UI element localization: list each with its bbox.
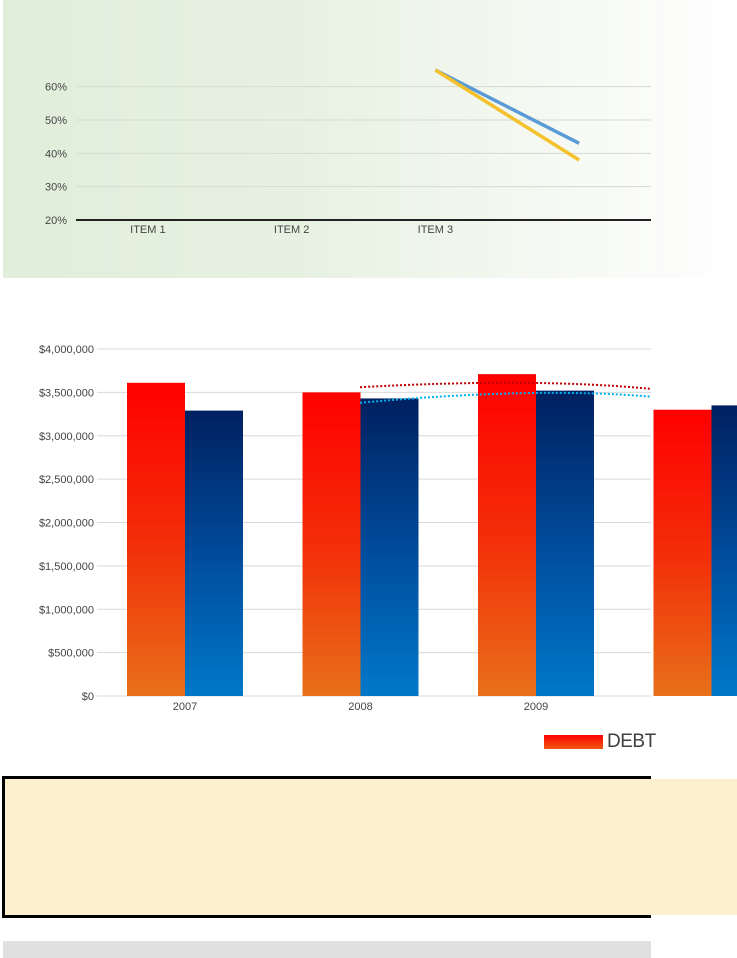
bar-series-1-2008 (302, 392, 361, 696)
bar-chart-bars (127, 374, 737, 696)
bar-series-2-next (711, 405, 737, 696)
bar-y-tick-label: $1,500,000 (39, 561, 94, 573)
bar-series-2-2009 (536, 390, 594, 696)
line-chart-grid (76, 86, 651, 188)
trendline-2 (359, 391, 652, 404)
line-y-tick-label: 20% (45, 215, 67, 227)
bar-chart-x-ticks: 2007 2008 2009 (173, 701, 548, 713)
bar-series-2-2007 (185, 410, 243, 696)
line-x-tick-label: ITEM 2 (274, 224, 309, 236)
bar-y-tick-label: $2,000,000 (39, 518, 94, 530)
note-box (2, 776, 651, 918)
line-y-tick-label: 40% (45, 148, 67, 160)
bar-series-1-2009 (478, 374, 536, 696)
bar-x-tick-label: 2007 (173, 701, 197, 713)
bar-y-tick-label: $500,000 (48, 648, 94, 660)
bar-chart-y-ticks: $0 $500,000 $1,000,000 $1,500,000 $2,000,000… (39, 344, 94, 703)
line-y-tick-label: 60% (45, 82, 67, 94)
bar-y-tick-label: $3,500,000 (39, 387, 94, 399)
bar-chart: $0 $500,000 $1,000,000 $1,500,000 $2,000,000… (39, 344, 737, 713)
bar-x-tick-label: 2008 (348, 701, 372, 713)
bar-chart-legend: DEBT (544, 731, 656, 753)
bar-y-tick-label: $4,000,000 (39, 344, 94, 356)
line-chart-y-ticks: 20% 30% 40% 50% 60% (45, 82, 67, 227)
bar-y-tick-label: $1,000,000 (39, 604, 94, 616)
legend-label-debt: DEBT (607, 731, 656, 752)
bar-series-1-2007 (127, 382, 185, 696)
line-x-tick-label: ITEM 1 (130, 224, 165, 236)
line-series-2 (434, 68, 581, 162)
line-x-tick-label: ITEM 3 (418, 224, 453, 236)
line-y-tick-label: 50% (45, 115, 67, 127)
legend-swatch-debt (544, 735, 603, 749)
line-chart-panel-edge (657, 0, 737, 278)
line-chart: 20% 30% 40% 50% 60% ITEM 1 ITEM 2 ITEM 3 (45, 68, 651, 236)
line-chart-x-ticks: ITEM 1 ITEM 2 ITEM 3 (130, 224, 453, 236)
trendline-1 (359, 381, 652, 390)
bar-y-tick-label: $3,000,000 (39, 431, 94, 443)
bar-x-tick-label: 2009 (524, 701, 548, 713)
footer-bar (3, 941, 651, 958)
bar-chart-trendlines (359, 381, 652, 404)
note-box-extension (651, 779, 737, 915)
bar-series-1-next (653, 409, 712, 696)
bar-y-tick-label: $0 (82, 691, 94, 703)
line-chart-series (434, 68, 581, 162)
line-y-tick-label: 30% (45, 182, 67, 194)
bar-series-2-2008 (360, 398, 419, 696)
bar-y-tick-label: $2,500,000 (39, 474, 94, 486)
line-series-1 (434, 68, 580, 145)
